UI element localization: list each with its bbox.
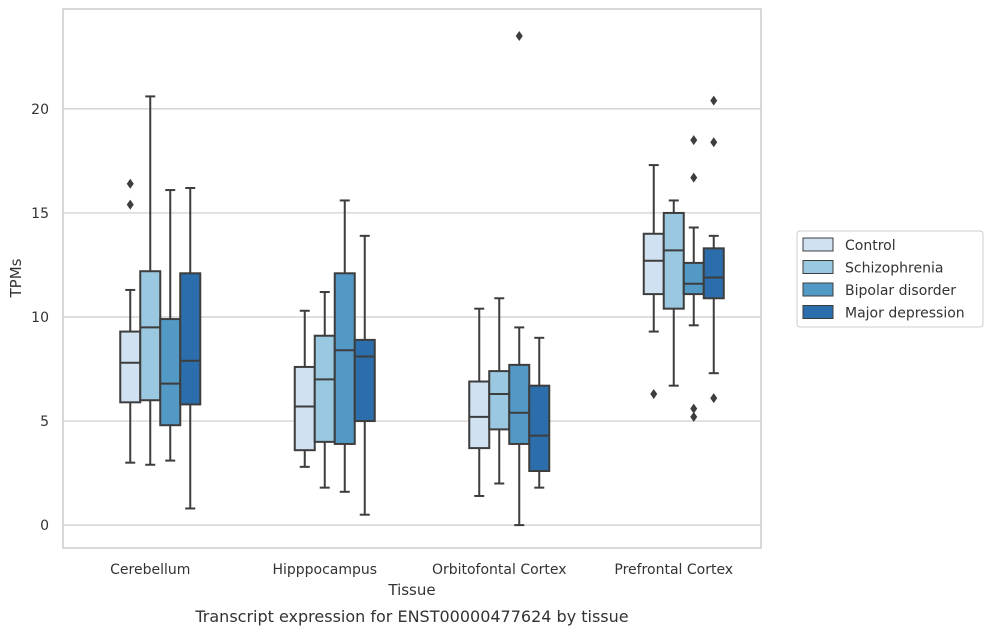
box-control bbox=[293, 309, 316, 468]
box-iqr bbox=[353, 338, 376, 423]
x-tick-label: Hipppocampus bbox=[272, 562, 377, 578]
y-axis-ticks: 0 5 10 15 20 bbox=[31, 102, 49, 534]
box-major-depression bbox=[528, 336, 551, 489]
outlier-point bbox=[690, 403, 698, 414]
boxes bbox=[119, 31, 725, 527]
outlier-point bbox=[710, 393, 718, 404]
box-iqr bbox=[179, 272, 202, 406]
box-iqr bbox=[642, 232, 665, 296]
outlier-point bbox=[710, 95, 718, 106]
box-major-depression bbox=[353, 234, 376, 516]
outlier-point bbox=[126, 178, 134, 189]
y-axis-label: TPMs bbox=[7, 258, 25, 298]
box-iqr bbox=[702, 247, 725, 300]
x-tick-label: Cerebellum bbox=[110, 562, 190, 578]
box-iqr bbox=[488, 370, 511, 431]
box-iqr bbox=[139, 270, 162, 402]
legend-swatch bbox=[802, 237, 834, 252]
legend-swatch bbox=[802, 282, 834, 297]
box-iqr bbox=[119, 330, 142, 404]
box-control bbox=[642, 164, 665, 399]
x-tick-label: Prefrontal Cortex bbox=[614, 562, 733, 578]
box-iqr bbox=[313, 334, 336, 443]
legend-label: Bipolar disorder bbox=[845, 283, 956, 299]
legend-swatch bbox=[802, 260, 834, 274]
outlier-point bbox=[690, 172, 698, 183]
outlier-point bbox=[710, 137, 718, 148]
box-major-depression bbox=[179, 186, 202, 510]
legend-label: Major depression bbox=[845, 306, 965, 322]
box-control bbox=[119, 178, 142, 464]
legend-label: Control bbox=[845, 238, 896, 254]
y-tick-label: 5 bbox=[40, 414, 49, 430]
box-schizophrenia bbox=[313, 291, 336, 489]
y-tick-label: 15 bbox=[31, 206, 49, 222]
box-iqr bbox=[468, 380, 491, 450]
box-bipolar-disorder bbox=[333, 199, 356, 493]
box-bipolar-disorder bbox=[159, 189, 182, 462]
y-tick-label: 10 bbox=[31, 310, 49, 326]
legend-swatch bbox=[802, 305, 834, 319]
chart-title: Transcript expression for ENST0000047762… bbox=[194, 607, 628, 626]
x-axis-ticks: Cerebellum Hipppocampus Orbitofontal Corte… bbox=[110, 562, 733, 578]
legend: Control Schizophrenia Bipolar disorder Majo… bbox=[796, 230, 984, 328]
y-tick-label: 0 bbox=[40, 518, 49, 534]
outlier-point bbox=[515, 31, 523, 42]
gridlines bbox=[63, 108, 761, 526]
box-schizophrenia bbox=[662, 199, 685, 387]
x-axis-label: Tissue bbox=[387, 581, 435, 599]
outlier-point bbox=[650, 389, 658, 399]
box-iqr bbox=[682, 261, 705, 296]
legend-label: Schizophrenia bbox=[845, 261, 943, 277]
box-control bbox=[468, 307, 491, 497]
box-iqr bbox=[159, 318, 182, 427]
box-major-depression bbox=[702, 95, 725, 404]
box-iqr bbox=[293, 365, 316, 452]
box-schizophrenia bbox=[488, 297, 511, 485]
box-bipolar-disorder bbox=[508, 31, 531, 527]
x-tick-label: Orbitofontal Cortex bbox=[432, 562, 567, 578]
outlier-point bbox=[126, 199, 134, 210]
legend-frame bbox=[796, 230, 984, 328]
box-bipolar-disorder bbox=[682, 135, 705, 422]
y-tick-label: 20 bbox=[31, 102, 49, 118]
box-iqr bbox=[662, 211, 685, 310]
plot-area-frame bbox=[62, 8, 762, 549]
outlier-point bbox=[690, 411, 698, 422]
box-iqr bbox=[333, 272, 356, 445]
box-iqr bbox=[508, 363, 531, 445]
outlier-point bbox=[690, 135, 698, 146]
box-schizophrenia bbox=[139, 95, 162, 466]
box-iqr bbox=[528, 384, 551, 473]
